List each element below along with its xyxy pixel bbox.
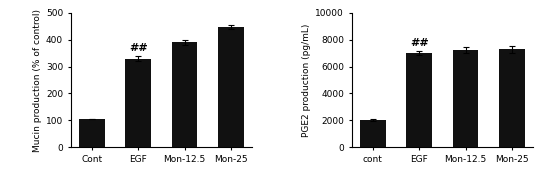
Bar bbox=[218, 27, 244, 147]
Bar bbox=[172, 43, 197, 147]
Bar bbox=[79, 119, 104, 147]
Y-axis label: PGE2 production (pg/mL): PGE2 production (pg/mL) bbox=[302, 23, 311, 137]
Bar bbox=[499, 49, 525, 147]
Bar bbox=[360, 120, 386, 147]
Text: ##: ## bbox=[129, 43, 147, 52]
Bar bbox=[453, 50, 478, 147]
Bar bbox=[406, 53, 432, 147]
Text: ##: ## bbox=[410, 38, 429, 48]
Y-axis label: Mucin production (% of control): Mucin production (% of control) bbox=[33, 8, 42, 152]
Bar bbox=[126, 59, 151, 147]
